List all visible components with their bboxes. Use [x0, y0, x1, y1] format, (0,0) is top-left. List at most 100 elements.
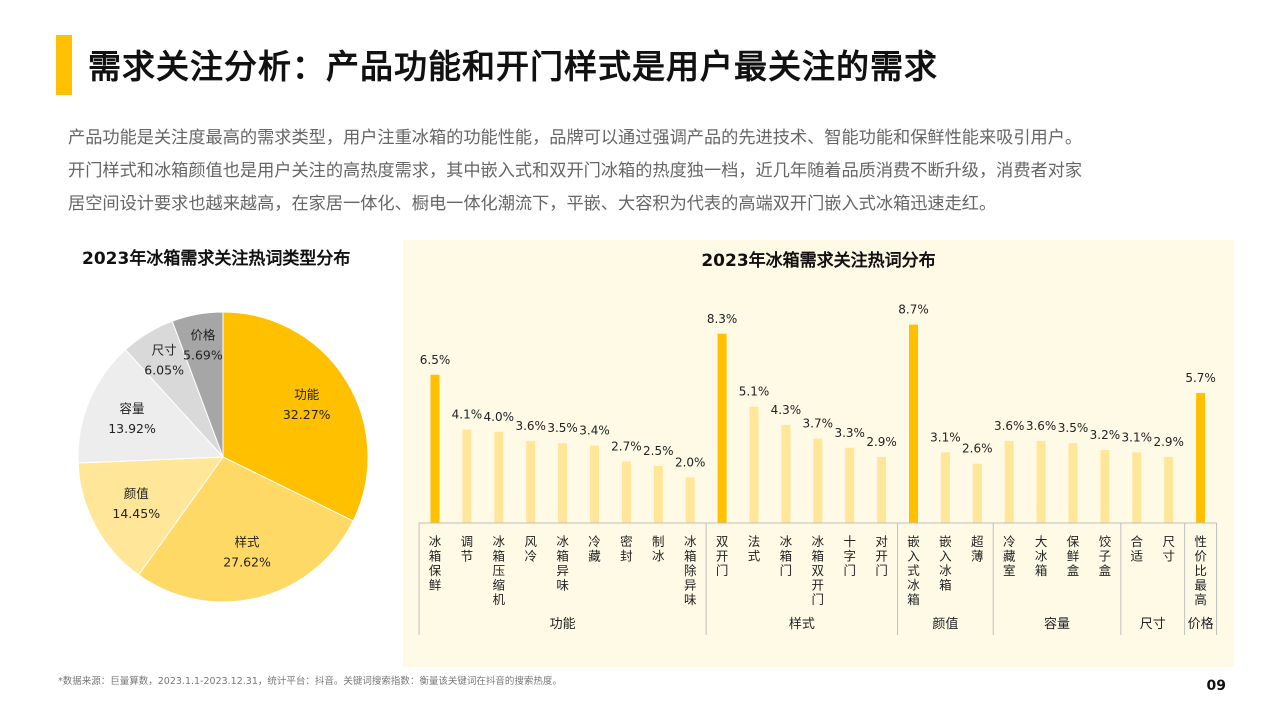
pie-slice-1: [222, 311, 369, 522]
bar: [1196, 393, 1206, 523]
bar-value-label: 8.3%: [707, 312, 738, 326]
category-label-char: 最: [1194, 578, 1207, 593]
category-label-char: 合: [1131, 534, 1144, 549]
category-label-char: 双: [716, 534, 729, 549]
category-label-char: 鲜: [1067, 549, 1080, 564]
pie-slice-6: [171, 311, 224, 458]
bar: [781, 424, 791, 523]
group-label: 尺寸: [1140, 617, 1166, 632]
group-label: 功能: [550, 617, 576, 632]
category-label-char: 嵌: [907, 534, 920, 549]
bar: [1164, 456, 1174, 523]
bar: [972, 463, 982, 523]
category-label-char: 压: [493, 563, 506, 578]
pie-label: 颜值: [124, 486, 149, 501]
bar-value-label: 3.5%: [547, 421, 578, 435]
category-label-char: 冰: [652, 549, 665, 564]
category-label-char: 箱: [556, 549, 569, 564]
bar: [1100, 450, 1110, 523]
bar: [1132, 452, 1142, 523]
category-label-char: 冷: [588, 534, 601, 549]
category-label-char: 冰: [1035, 549, 1048, 564]
bar-value-label: 5.1%: [739, 385, 770, 399]
category-label-char: 味: [684, 592, 697, 607]
category-label-char: 入: [939, 549, 952, 564]
category-label-char: 冷: [524, 549, 537, 564]
category-label-char: 冰: [812, 534, 825, 549]
pie-value-label: 5.69%: [183, 348, 223, 363]
page-title: 需求关注分析：产品功能和开门样式是用户最关注的需求: [88, 47, 938, 86]
group-label: 颜值: [932, 616, 958, 632]
bar-value-label: 2.9%: [1153, 435, 1184, 449]
bar-value-label: 3.6%: [994, 419, 1024, 433]
bar-value-label: 2.9%: [866, 435, 897, 449]
bar-value-label: 3.2%: [1090, 428, 1121, 442]
category-label-char: 十: [843, 534, 856, 549]
category-label-char: 开: [875, 549, 888, 564]
category-label-char: 味: [556, 578, 569, 593]
category-label-char: 嵌: [939, 534, 952, 549]
bar: [1004, 440, 1014, 523]
bar-value-label: 8.7%: [898, 303, 929, 317]
category-label-char: 薄: [971, 549, 984, 564]
category-label-char: 字: [843, 549, 856, 564]
bar: [813, 438, 823, 523]
category-label-char: 冰: [556, 534, 569, 549]
bar-value-label: 3.1%: [1122, 430, 1153, 444]
bar-value-label: 2.7%: [611, 439, 642, 453]
category-label-char: 门: [843, 563, 856, 578]
bar: [526, 440, 536, 523]
bar-value-label: 3.3%: [834, 426, 865, 440]
bar-value-label: 3.6%: [515, 419, 546, 433]
category-label-char: 比: [1194, 563, 1207, 578]
category-label-char: 式: [748, 549, 761, 564]
footnote: *数据来源：巨量算数，2023.1.1-2023.12.31，统计平台：抖音。关…: [58, 676, 562, 687]
group-label: 容量: [1044, 616, 1070, 632]
category-label-char: 异: [556, 563, 569, 578]
category-label-char: 节: [461, 549, 474, 564]
bar: [462, 429, 472, 523]
category-label-char: 调: [461, 534, 474, 549]
title-accent-bar: [56, 35, 72, 95]
category-label-char: 冰: [939, 563, 952, 578]
category-label-char: 藏: [1003, 549, 1016, 564]
category-label-char: 箱: [1035, 563, 1048, 578]
pie-slice-4: [77, 348, 225, 464]
category-label-char: 冰: [907, 578, 920, 593]
category-label-char: 封: [620, 549, 633, 564]
category-label-char: 价: [1194, 549, 1207, 564]
category-label-char: 冰: [429, 534, 442, 549]
bar-value-label: 3.4%: [579, 423, 610, 437]
category-label-char: 式: [907, 563, 920, 578]
bar: [877, 456, 887, 523]
intro-line-3: 居空间设计要求也越来越高，在家居一体化、橱电一体化潮流下，平嵌、大容积为代表的高…: [68, 194, 997, 214]
category-label-char: 大: [1035, 534, 1048, 549]
pie-label: 价格: [190, 328, 216, 343]
pie-label: 功能: [294, 387, 320, 402]
intro-paragraph: 产品功能是关注度最高的需求类型，用户注重冰箱的功能性能，品牌可以通过强调产品的先…: [68, 122, 1218, 221]
pie-slice-3: [77, 456, 225, 576]
bar: [845, 447, 855, 523]
pie-label: 尺寸: [152, 342, 177, 357]
bar-value-label: 5.7%: [1185, 371, 1216, 385]
category-label-char: 机: [493, 592, 506, 607]
category-label-char: 异: [684, 578, 697, 593]
pie-value-label: 14.45%: [112, 506, 160, 521]
pie-chart: 功能 32.27% 样式 27.62% 颜值 14.45% 容量 13.92% 尺寸 6.05% 价…: [77, 311, 369, 603]
category-label-char: 盒: [1099, 563, 1112, 578]
category-label-char: 门: [812, 592, 825, 607]
category-label-char: 盒: [1067, 563, 1080, 578]
category-label-char: 门: [716, 563, 729, 578]
bar-value-label: 2.6%: [962, 442, 993, 456]
group-label: 价格: [1188, 616, 1214, 632]
category-label-char: 法: [748, 534, 761, 549]
bar-value-label: 2.5%: [643, 444, 674, 458]
bar-value-label: 4.0%: [484, 410, 515, 424]
pie-value-label: 13.92%: [108, 421, 156, 436]
category-label-char: 子: [1099, 549, 1112, 564]
category-label-char: 箱: [493, 549, 506, 564]
category-label-char: 冰: [780, 534, 793, 549]
bar-chart-panel: 6.5% 冰箱保鲜 4.1% 调节 4.0% 冰箱压缩机 3.6% 风冷 3.5% 冰箱异味 3.4…: [403, 240, 1234, 667]
category-label-char: 室: [1003, 563, 1016, 578]
bar-value-label: 4.3%: [771, 403, 802, 417]
